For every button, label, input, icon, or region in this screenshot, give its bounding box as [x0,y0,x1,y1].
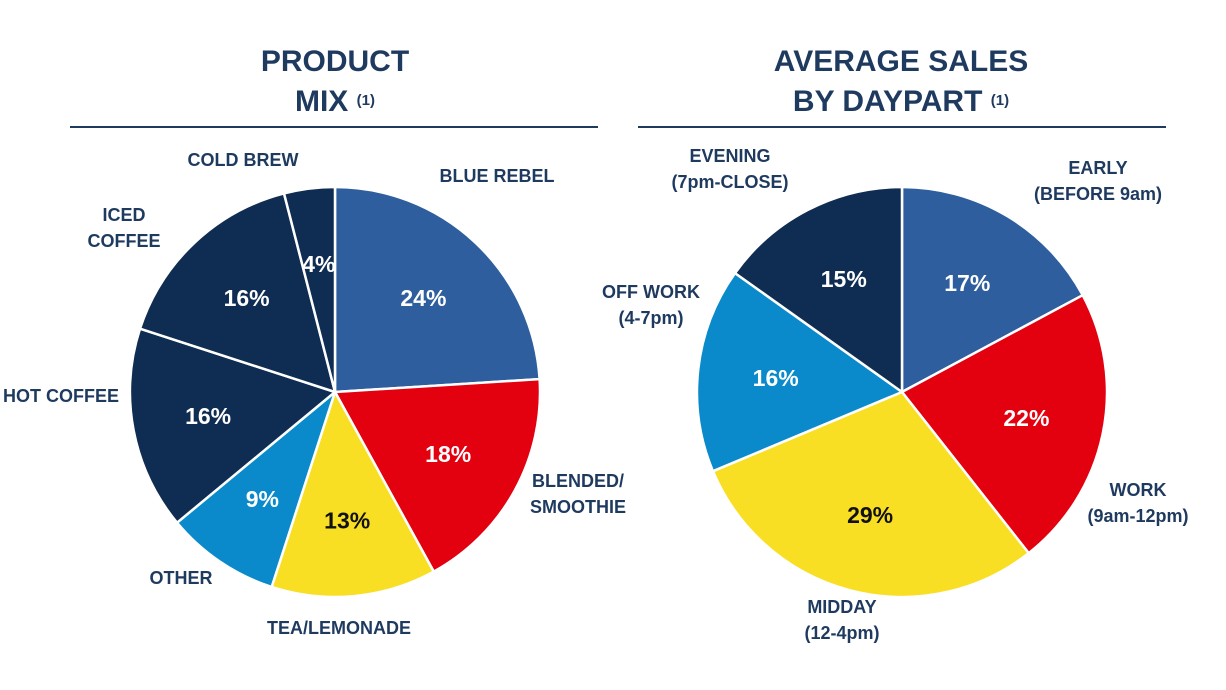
product-mix-value-other: 9% [246,486,279,512]
product-mix-value-hot-coffee: 16% [185,403,231,429]
daypart-title-note: (1) [990,92,1010,109]
daypart-value-midday-12-4pm: 29% [847,502,893,528]
product-mix-label-iced-coffee: ICED COFFEE [87,205,160,251]
product-mix-value-blended-smoothie: 18% [425,441,471,467]
product-mix-panel: PRODUCT MIX (1) [0,0,610,690]
daypart-title-line1: AVERAGE SALES [773,45,1029,78]
product-mix-slice-other [175,390,337,589]
daypart-rule [638,126,1166,128]
daypart-label-early-before-9am: EARLY (BEFORE 9am) [1034,158,1162,204]
product-mix-title-note: (1) [356,92,376,109]
product-mix-value-cold-brew: 4% [302,251,335,277]
product-mix-label-blended-smoothie: BLENDED/SMOOTHIE [530,471,626,517]
daypart-slice-early-before-9am [900,185,1084,394]
product-mix-title-line2: MIX [294,85,349,118]
product-mix-slice-blue-rebel [333,185,541,394]
product-mix-slice-blended-smoothie [333,377,542,573]
daypart-title-line2: BY DAYPART [792,85,983,118]
product-mix-slice-cold-brew [282,185,337,394]
product-mix-label-tea-lemonade: TEA/LEMONADE [267,618,411,638]
product-mix-value-blue-rebel: 24% [400,285,446,311]
product-mix-rule [70,126,598,128]
daypart-value-off-work-4-7pm: 16% [753,365,799,391]
product-mix-title-line1: PRODUCT [260,45,410,78]
daypart-panel: AVERAGE SALES BY DAYPART (1) [620,0,1226,690]
product-mix-slice-hot-coffee [128,327,337,524]
daypart-value-work-9am-12pm: 22% [1003,405,1049,431]
daypart-slice-off-work-4-7pm [695,271,904,473]
daypart-label-off-work-4-7pm: OFF WORK (4-7pm) [602,282,700,328]
daypart-value-evening-7pm-close: 15% [821,266,867,292]
product-mix-title: PRODUCT MIX (1) [70,42,600,127]
product-mix-value-tea-lemonade: 13% [324,508,370,534]
daypart-label-evening-7pm-close: EVENING (7pm-CLOSE) [672,146,789,192]
daypart-slice-midday-12-4pm [711,390,1030,599]
daypart-value-early-before-9am: 17% [944,270,990,296]
product-mix-label-cold-brew: COLD BREW [188,150,299,170]
product-mix-label-hot-coffee: HOT COFFEE [3,386,119,406]
daypart-title: AVERAGE SALES BY DAYPART (1) [636,42,1166,127]
daypart-slice-work-9am-12pm [900,293,1109,555]
product-mix-slice-iced-coffee [138,192,337,394]
product-mix-value-iced-coffee: 16% [224,285,270,311]
daypart-label-work-9am-12pm: WORK (9am-12pm) [1087,480,1188,526]
product-mix-slice-tea-lemonade [270,390,436,599]
product-mix-label-other: OTHER [150,568,213,588]
daypart-label-midday-12-4pm: MIDDAY (12-4pm) [804,597,879,643]
product-mix-label-blue-rebel: BLUE REBEL [439,166,554,186]
daypart-slice-evening-7pm-close [733,185,904,394]
